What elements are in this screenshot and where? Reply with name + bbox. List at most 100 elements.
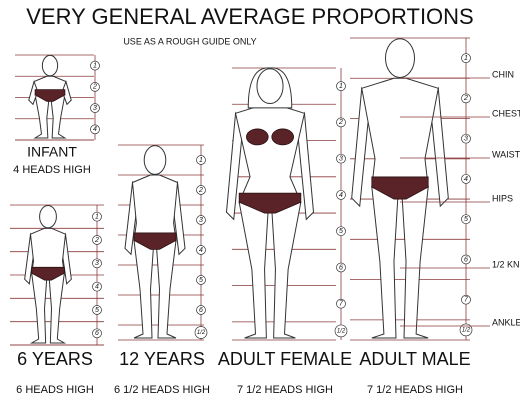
- landmark-label: CHIN: [492, 69, 514, 79]
- mark-circle: [92, 211, 102, 222]
- mark-circle: [461, 93, 471, 104]
- head-number: 4: [339, 192, 343, 199]
- mark-circle: [196, 215, 206, 225]
- head-number: 4: [464, 176, 468, 183]
- head-number: 5: [95, 307, 99, 314]
- landmark-label: 1/2 KNEES: [492, 259, 520, 269]
- mark-circle: [92, 281, 102, 292]
- head-number: 3: [95, 260, 99, 267]
- mark-circle: [459, 323, 473, 337]
- landmark-label: HIPS: [492, 193, 513, 203]
- head-number: 1/2: [197, 330, 206, 336]
- head-number: 1: [95, 214, 99, 221]
- head: [256, 68, 284, 105]
- head-number: 1: [339, 83, 343, 90]
- head-number: 2: [338, 119, 343, 126]
- mark-circle: [336, 117, 346, 128]
- mark-circle: [461, 254, 471, 265]
- mark-circle: [336, 153, 346, 164]
- leg: [133, 239, 155, 339]
- head-number: 2: [198, 187, 203, 194]
- head: [385, 38, 415, 78]
- figure-name: INFANT: [27, 144, 77, 160]
- head-number: 2: [94, 237, 99, 244]
- leg: [155, 239, 177, 339]
- leg: [33, 94, 50, 139]
- figure: 1 2 3 4 5 6: [10, 204, 104, 346]
- figure: 1 2 3 4 5 6 1/2: [118, 144, 208, 341]
- figure: 1 2 3 4 5 6 7 1/2: [225, 67, 348, 341]
- head-number: 1: [464, 55, 468, 62]
- mark-circle: [90, 124, 100, 135]
- mark-circle: [336, 81, 346, 91]
- mark-circle: [336, 190, 346, 200]
- figure-caption: 7 1/2 HEADS HIGH: [237, 384, 333, 396]
- figure-name: ADULT MALE: [359, 349, 470, 369]
- mark-circle: [196, 245, 206, 255]
- mark-circle: [194, 326, 208, 339]
- head-number: 1/2: [337, 329, 346, 335]
- landmark-label: ANKLES: [492, 317, 520, 327]
- bikini-top: [246, 128, 269, 146]
- figure-name: ADULT FEMALE: [218, 349, 352, 369]
- mark-circle: [92, 305, 102, 315]
- mark-circle: [336, 262, 346, 273]
- mark-circle: [461, 214, 471, 225]
- head: [41, 54, 59, 77]
- leg: [271, 201, 302, 339]
- head-number: 7: [464, 297, 469, 304]
- leg: [401, 186, 429, 339]
- figure-caption: 4 HEADS HIGH: [13, 164, 91, 176]
- mark-circle: [92, 235, 102, 245]
- mark-circle: [461, 53, 471, 63]
- leg: [371, 186, 399, 339]
- briefs: [371, 176, 429, 200]
- mark-circle: [92, 328, 102, 339]
- leg: [29, 272, 48, 344]
- head-number: 7: [339, 301, 344, 308]
- bikini-top: [271, 128, 294, 146]
- head-number: 5: [464, 216, 468, 223]
- figure-caption: 6 HEADS HIGH: [16, 384, 94, 396]
- mark-circle: [90, 82, 100, 92]
- head-number: 6: [464, 256, 468, 263]
- briefs: [31, 266, 65, 281]
- head-number: 4: [95, 284, 99, 291]
- figure-caption: 6 1/2 HEADS HIGH: [114, 384, 210, 396]
- mark-circle: [461, 294, 471, 305]
- mark-circle: [90, 60, 100, 71]
- head-number: 5: [339, 228, 343, 235]
- head-number: 4: [93, 126, 97, 133]
- mark-circle: [196, 305, 206, 315]
- mark-circle: [336, 298, 346, 309]
- head-number: 2: [92, 84, 97, 91]
- mark-circle: [90, 103, 100, 113]
- figure-caption: 7 1/2 HEADS HIGH: [367, 384, 463, 396]
- mark-circle: [196, 275, 206, 285]
- mark-circle: [92, 258, 102, 269]
- mark-circle: [461, 133, 471, 144]
- head-number: 4: [199, 247, 203, 254]
- briefs: [238, 192, 302, 214]
- head-number: 1: [199, 157, 203, 164]
- head-number: 1: [93, 62, 97, 69]
- title: VERY GENERAL AVERAGE PROPORTIONS: [26, 4, 473, 29]
- mark-circle: [461, 174, 471, 184]
- head-number: 6: [339, 264, 343, 271]
- subtitle: USE AS A ROUGH GUIDE ONLY: [123, 36, 256, 46]
- leg: [50, 94, 67, 139]
- head: [39, 204, 57, 229]
- head-number: 2: [463, 95, 468, 102]
- head-number: 3: [199, 217, 203, 224]
- mark-circle: [196, 155, 206, 165]
- briefs: [34, 89, 66, 102]
- landmark-label: CHEST: [492, 108, 520, 118]
- figure: 1 2 3 4: [15, 54, 100, 141]
- leg: [48, 272, 67, 344]
- head-number: 3: [464, 136, 468, 143]
- head-number: 3: [339, 156, 343, 163]
- mark-circle: [334, 324, 348, 338]
- leg: [238, 201, 269, 339]
- figure-name: 6 YEARS: [17, 349, 93, 369]
